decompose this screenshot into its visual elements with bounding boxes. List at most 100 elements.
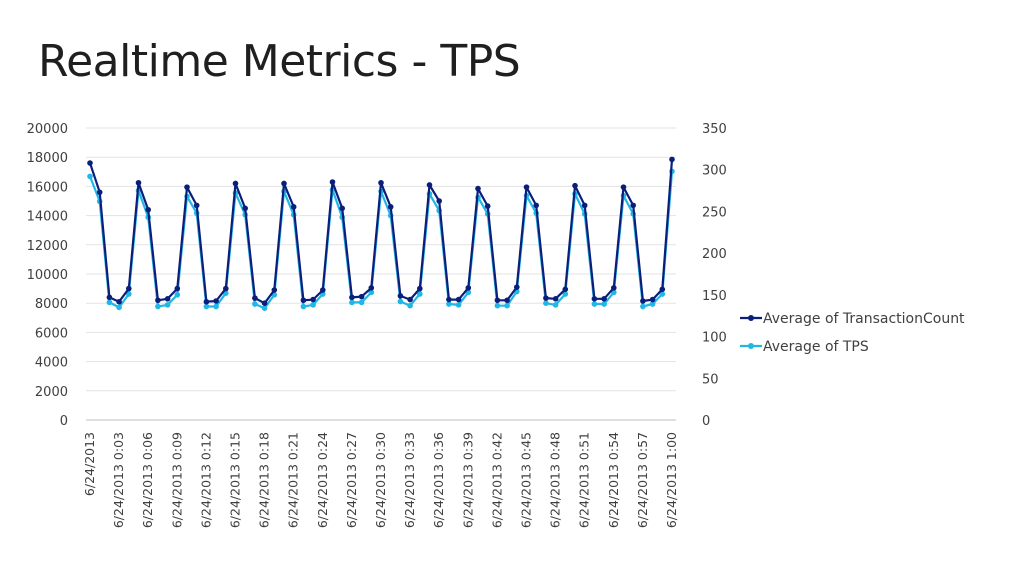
data-point (397, 293, 404, 299)
data-point (407, 296, 413, 303)
data-point (543, 300, 549, 307)
y-axis-right: 0 50 100 150 200 250 300 350 (702, 122, 727, 429)
y-axis-left: 0 2000 4000 6000 8000 10000 12000 14000 16000 180… (27, 122, 68, 429)
x-tick-label: 6/24/2013 (82, 432, 97, 496)
data-point (242, 205, 248, 212)
data-point (116, 298, 122, 305)
x-tick-label: 6/24/2013 0:12 (198, 432, 213, 528)
y2-tick-label: 50 (702, 372, 719, 387)
data-point (164, 296, 171, 302)
y-tick-label: 18000 (27, 151, 68, 166)
data-point (96, 189, 103, 196)
y-tick-label: 4000 (35, 356, 68, 371)
data-point (155, 297, 161, 304)
x-tick-label: 6/24/2013 0:09 (169, 432, 184, 528)
x-tick-label: 6/24/2013 0:42 (489, 432, 504, 528)
x-tick-label: 6/24/2013 0:03 (111, 432, 126, 528)
data-point (232, 180, 239, 187)
series-lines (87, 156, 675, 312)
y2-tick-label: 250 (702, 205, 727, 220)
data-point (126, 285, 132, 292)
y2-tick-label: 100 (702, 331, 727, 346)
data-point (572, 182, 578, 189)
data-point (436, 198, 443, 204)
data-point (494, 302, 501, 309)
data-point (329, 179, 336, 185)
data-point (126, 291, 132, 297)
data-point (601, 301, 607, 307)
data-point (116, 304, 122, 311)
x-tick-label: 6/24/2013 0:54 (606, 432, 621, 528)
data-point (310, 302, 316, 308)
data-point (562, 286, 569, 293)
y2-tick-label: 200 (702, 247, 727, 262)
x-tick-label: 6/24/2013 0:27 (344, 432, 359, 528)
data-point (300, 297, 307, 304)
y2-tick-label: 300 (702, 164, 727, 179)
data-point (446, 296, 452, 303)
data-point (591, 301, 598, 307)
data-point (562, 291, 569, 297)
y-tick-label: 10000 (27, 268, 68, 283)
data-point (417, 285, 423, 292)
data-point (397, 298, 404, 305)
data-point (252, 295, 258, 301)
data-point (135, 179, 142, 186)
data-point (213, 298, 219, 304)
data-point (611, 285, 617, 291)
y-tick-label: 16000 (27, 180, 68, 195)
data-point (203, 298, 210, 305)
x-tick-label: 6/24/2013 0:15 (228, 432, 243, 528)
data-point (358, 293, 365, 300)
data-point (601, 296, 607, 302)
data-point (281, 180, 287, 187)
data-point (552, 296, 559, 302)
data-point (213, 303, 219, 310)
data-point (87, 160, 93, 166)
data-point (523, 184, 530, 190)
x-tick-label: 6/24/2013 0:45 (519, 432, 534, 528)
data-point (659, 291, 666, 297)
y-tick-label: 2000 (35, 385, 68, 400)
data-point (426, 182, 433, 188)
y-tick-label: 6000 (35, 326, 68, 341)
data-point (155, 303, 161, 310)
x-tick-label: 6/24/2013 0:39 (460, 432, 475, 528)
data-point (504, 302, 510, 309)
data-point (543, 295, 549, 301)
data-point (368, 285, 375, 291)
y-tick-label: 20000 (27, 122, 68, 137)
data-point (87, 173, 93, 180)
data-point (455, 296, 462, 303)
data-point (145, 206, 151, 213)
data-point (514, 284, 520, 290)
data-point (174, 285, 181, 292)
data-point (261, 300, 268, 307)
data-point (290, 204, 297, 210)
x-tick-label: 6/24/2013 0:51 (577, 432, 592, 528)
data-point (649, 296, 656, 303)
data-point (300, 303, 307, 310)
data-point (649, 301, 656, 307)
legend-label: Average of TransactionCount (763, 311, 965, 327)
data-point (193, 202, 200, 209)
slide-title: Realtime Metrics - TPS (38, 36, 521, 87)
data-point (223, 285, 229, 292)
data-point (455, 302, 462, 308)
y-tick-label: 0 (60, 414, 68, 429)
x-tick-label: 6/24/2013 0:33 (402, 432, 417, 528)
data-point (310, 296, 316, 303)
gridlines (86, 127, 676, 421)
data-point (504, 297, 510, 304)
legend-label: Average of TPS (763, 339, 869, 355)
data-point (184, 184, 190, 190)
legend-item: Average of TPS (740, 339, 869, 355)
data-point (407, 302, 413, 309)
x-tick-label: 6/24/2013 0:36 (431, 432, 446, 528)
data-point (640, 303, 646, 310)
data-point (358, 299, 365, 306)
data-point (630, 202, 636, 209)
data-point (669, 156, 675, 163)
data-point (581, 202, 588, 209)
data-point (465, 285, 472, 291)
